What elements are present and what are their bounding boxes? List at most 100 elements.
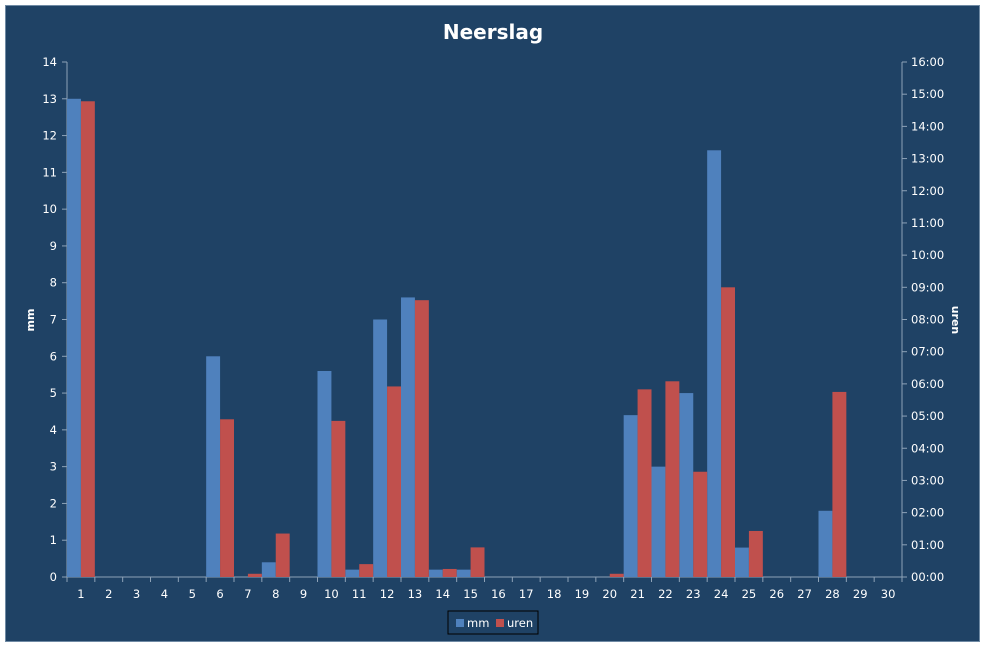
bar-mm — [401, 297, 415, 577]
y2-tick-label: 04:00 — [911, 441, 944, 455]
bar-mm — [345, 569, 360, 577]
x-tick-label: 18 — [547, 587, 562, 601]
bar-uren — [414, 300, 429, 577]
bar-mm — [456, 569, 471, 577]
legend-swatch-uren — [496, 619, 504, 627]
chart-area — [5, 5, 980, 642]
bar-uren — [331, 420, 346, 577]
bar-mm — [707, 150, 722, 578]
bars — [67, 98, 847, 578]
bar-mm — [317, 371, 332, 577]
bar-mm — [206, 356, 221, 577]
y-tick-label: 3 — [50, 460, 57, 474]
x-tick-label: 19 — [575, 587, 590, 601]
bar-uren — [247, 573, 262, 577]
y-tick-label: 8 — [50, 276, 57, 290]
bar-uren — [359, 564, 374, 577]
x-tick-label: 20 — [602, 587, 617, 601]
x-tick-label: 14 — [435, 587, 450, 601]
x-tick-label: 15 — [463, 587, 478, 601]
chart-title: Neerslag — [443, 20, 543, 44]
x-tick-label: 21 — [630, 587, 645, 601]
x-tick-label: 8 — [272, 587, 279, 601]
legend-swatch-mm — [456, 619, 464, 627]
bar-uren — [721, 287, 735, 577]
y-tick-label: 13 — [42, 92, 57, 106]
bar-uren — [637, 389, 652, 577]
bar-uren — [609, 573, 624, 577]
bar-mm — [261, 562, 276, 577]
bar-uren — [693, 471, 708, 577]
x-tick-label: 2 — [105, 587, 112, 601]
legend-box — [447, 610, 539, 635]
bar-uren — [832, 391, 847, 577]
y2-tick-label: 08:00 — [911, 313, 944, 327]
y2-tick-label: 12:00 — [911, 184, 944, 198]
y-tick-label: 7 — [50, 313, 57, 327]
x-tick-label: 1 — [77, 587, 84, 601]
x-tick-label: 29 — [853, 587, 868, 601]
y2-tick-label: 07:00 — [911, 345, 944, 359]
x-tick-label: 7 — [244, 587, 251, 601]
bar-mm — [428, 569, 443, 577]
legend: mm uren — [447, 610, 539, 635]
y-axis-label: mm — [24, 309, 37, 332]
bar-mm — [373, 319, 388, 577]
x-tick-label: 26 — [769, 587, 784, 601]
axes — [62, 61, 907, 582]
y2-tick-label: 09:00 — [911, 280, 944, 294]
y-tick-label: 9 — [50, 239, 57, 253]
x-tick-label: 22 — [658, 587, 673, 601]
x-tick-label: 13 — [408, 587, 423, 601]
y-tick-label: 14 — [42, 55, 57, 69]
bar-uren — [442, 568, 457, 577]
bar-uren — [80, 101, 95, 578]
y2-tick-label: 00:00 — [911, 570, 944, 584]
y-tick-label: 5 — [50, 386, 57, 400]
x-tick-label: 17 — [519, 587, 534, 601]
y2-axis-label: uren — [949, 306, 962, 335]
y2-tick-label: 11:00 — [911, 216, 944, 230]
bar-mm — [735, 547, 749, 577]
y2-tick-label: 06:00 — [911, 377, 944, 391]
bar-mm — [67, 98, 81, 578]
x-tick-label: 5 — [189, 587, 196, 601]
bar-mm — [818, 510, 833, 577]
bar-uren — [387, 386, 401, 577]
y-tick-label: 6 — [50, 349, 57, 363]
x-tick-label: 16 — [491, 587, 506, 601]
x-tick-label: 3 — [133, 587, 140, 601]
legend-label-mm: mm — [467, 616, 489, 630]
bar-uren — [470, 547, 485, 577]
y2-tick-label: 05:00 — [911, 409, 944, 423]
y2-tick-label: 03:00 — [911, 473, 944, 487]
x-tick-label: 30 — [881, 587, 896, 601]
bar-uren — [748, 530, 763, 577]
x-tick-label: 23 — [686, 587, 701, 601]
x-tick-label: 27 — [797, 587, 812, 601]
x-tick-label: 11 — [352, 587, 367, 601]
x-tick-label: 4 — [161, 587, 168, 601]
bar-uren — [665, 381, 680, 577]
y2-tick-label: 14:00 — [911, 119, 944, 133]
bar-uren — [275, 533, 290, 577]
x-tick-label: 25 — [742, 587, 757, 601]
y2-tick-label: 01:00 — [911, 538, 944, 552]
y2-tick-label: 10:00 — [911, 248, 944, 262]
y-tick-label: 2 — [50, 496, 57, 510]
y-tick-label: 0 — [50, 570, 57, 584]
x-tick-label: 10 — [324, 587, 339, 601]
y-tick-label: 10 — [42, 202, 57, 216]
y2-tick-label: 13:00 — [911, 152, 944, 166]
x-tick-label: 6 — [216, 587, 223, 601]
x-tick-label: 24 — [714, 587, 729, 601]
y2-tick-label: 16:00 — [911, 55, 944, 69]
y2-tick-label: 02:00 — [911, 506, 944, 520]
y2-tick-label: 15:00 — [911, 87, 944, 101]
y-tick-label: 4 — [50, 423, 57, 437]
bar-mm — [679, 393, 694, 577]
y-tick-label: 11 — [42, 165, 57, 179]
y-tick-label: 12 — [42, 129, 57, 143]
x-tick-label: 9 — [300, 587, 307, 601]
